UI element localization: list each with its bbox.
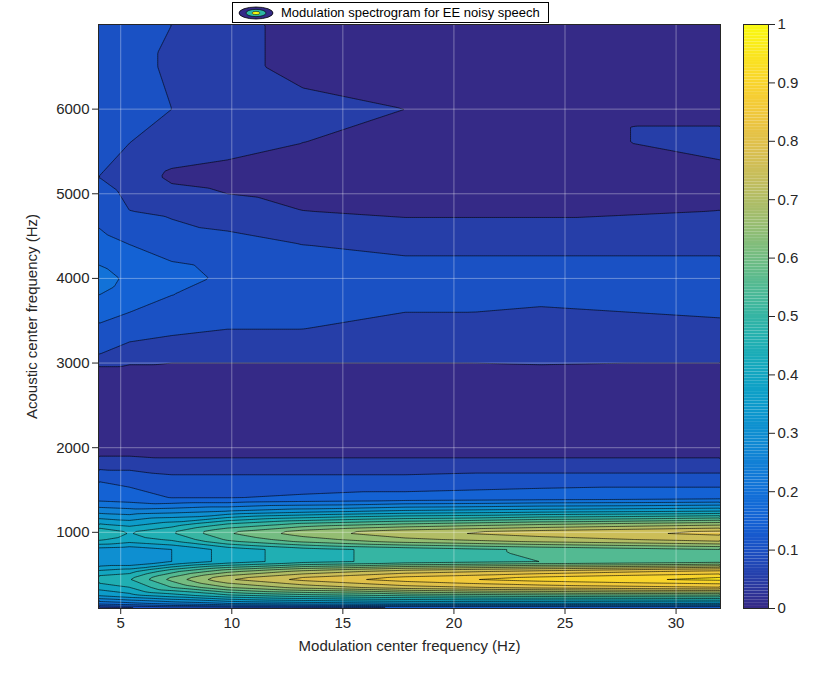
svg-text:Acoustic center frequency (Hz): Acoustic center frequency (Hz) xyxy=(23,214,40,419)
svg-text:Modulation center frequency (H: Modulation center frequency (Hz) xyxy=(299,637,521,654)
svg-text:0: 0 xyxy=(778,599,786,616)
svg-text:1000: 1000 xyxy=(56,523,89,540)
svg-text:0.6: 0.6 xyxy=(778,249,799,266)
html-text:Modulation spectrogram for EE: Modulation spectrogram for EE noisy spee… xyxy=(281,5,540,20)
svg-text:0.7: 0.7 xyxy=(778,191,799,208)
svg-text:3000: 3000 xyxy=(56,354,89,371)
svg-text:4000: 4000 xyxy=(56,269,89,286)
svg-text:30: 30 xyxy=(668,614,685,631)
svg-text:2000: 2000 xyxy=(56,438,89,455)
svg-text:0.1: 0.1 xyxy=(778,541,799,558)
svg-text:0.9: 0.9 xyxy=(778,74,799,91)
svg-text:0.5: 0.5 xyxy=(778,307,799,324)
svg-text:0.4: 0.4 xyxy=(778,366,799,383)
svg-text:10: 10 xyxy=(223,614,240,631)
svg-text:0.8: 0.8 xyxy=(778,132,799,149)
svg-text:15: 15 xyxy=(335,614,352,631)
svg-text:0.3: 0.3 xyxy=(778,424,799,441)
svg-text:20: 20 xyxy=(446,614,463,631)
svg-text:0.2: 0.2 xyxy=(778,483,799,500)
svg-text:6000: 6000 xyxy=(56,100,89,117)
svg-text:25: 25 xyxy=(557,614,574,631)
svg-text:5000: 5000 xyxy=(56,185,89,202)
svg-text:1: 1 xyxy=(778,15,786,32)
svg-text:5: 5 xyxy=(117,614,125,631)
